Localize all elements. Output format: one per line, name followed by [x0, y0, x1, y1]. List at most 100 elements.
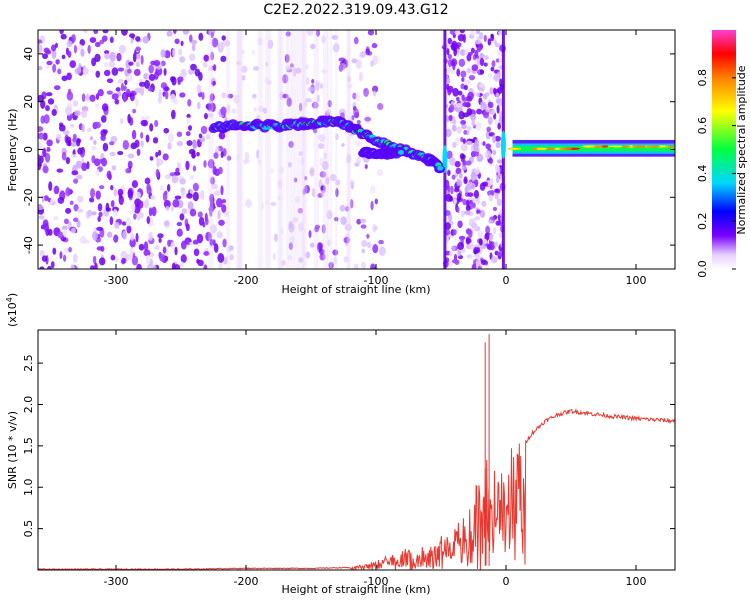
noise-streak: [267, 30, 272, 269]
noise-speckle: [484, 150, 492, 160]
noise-speckle: [471, 263, 477, 269]
noise-speckle: [466, 140, 473, 146]
noise-streak: [323, 30, 328, 269]
noise-speckle: [335, 133, 339, 141]
noise-speckle: [172, 199, 180, 208]
stable-signal-peak: [558, 147, 572, 150]
noise-speckle: [494, 191, 499, 200]
noise-speckle: [329, 173, 337, 182]
noise-speckle: [460, 142, 468, 152]
noise-speckle: [334, 216, 339, 222]
noise-speckle: [171, 175, 179, 184]
noise-speckle: [97, 203, 103, 212]
noise-speckle: [39, 250, 45, 257]
noise-speckle: [46, 139, 53, 147]
noise-speckle: [56, 133, 62, 141]
noise-speckle: [127, 153, 135, 159]
noise-speckle: [190, 63, 197, 71]
noise-speckle: [466, 108, 473, 116]
noise-speckle: [122, 85, 127, 91]
y-tick-label: 0: [22, 146, 35, 153]
noise-speckle: [495, 175, 500, 184]
noise-speckle: [257, 37, 263, 46]
noise-speckle: [129, 246, 134, 257]
noise-speckle: [211, 37, 219, 48]
noise-speckle: [490, 189, 495, 197]
noise-speckle: [190, 39, 198, 45]
y-tick-label: 2.5: [22, 354, 35, 372]
noise-speckle: [482, 238, 488, 245]
noise-speckle: [177, 76, 184, 83]
noise-speckle: [360, 224, 367, 229]
noise-speckle: [164, 90, 169, 100]
noise-speckle: [189, 208, 197, 217]
noise-speckle: [475, 121, 482, 131]
noise-speckle: [288, 220, 294, 229]
noise-speckle: [93, 30, 99, 35]
noise-speckle: [285, 31, 291, 37]
noise-speckle: [38, 66, 43, 71]
noise-speckle: [66, 72, 72, 81]
noise-speckle: [446, 83, 450, 91]
noise-speckle: [108, 173, 112, 181]
noise-speckle: [213, 64, 217, 72]
noise-speckle: [459, 49, 466, 56]
noise-speckle: [356, 60, 363, 66]
noise-speckle: [220, 106, 227, 116]
noise-speckle: [317, 242, 323, 253]
noise-speckle: [367, 30, 375, 36]
noise-speckle: [72, 100, 79, 107]
noise-speckle: [458, 172, 463, 179]
noise-speckle: [103, 62, 109, 68]
noise-speckle: [447, 261, 453, 268]
noise-speckle: [306, 30, 314, 36]
noise-speckle: [361, 248, 366, 254]
noise-speckle: [218, 166, 223, 175]
noise-speckle: [366, 241, 372, 249]
noise-speckle: [131, 255, 139, 266]
noise-speckle: [227, 93, 234, 99]
noise-speckle: [466, 199, 470, 208]
noise-speckle: [186, 140, 193, 146]
noise-speckle: [221, 199, 227, 204]
noise-speckle: [53, 185, 60, 195]
noise-speckle: [211, 183, 218, 189]
noise-speckle: [162, 153, 169, 161]
noise-speckle: [478, 238, 483, 246]
noise-speckle: [100, 134, 106, 141]
noise-speckle: [461, 165, 467, 171]
noise-speckle: [286, 97, 292, 107]
noise-speckle: [456, 178, 461, 187]
noise-speckle: [258, 105, 265, 112]
noise-speckle: [187, 201, 194, 211]
noise-speckle: [154, 245, 160, 250]
noise-speckle: [315, 81, 320, 91]
noise-speckle: [300, 156, 305, 166]
noise-speckle: [178, 48, 183, 56]
noise-speckle: [110, 135, 118, 144]
noise-speckle: [164, 50, 171, 59]
noise-speckle: [102, 129, 108, 134]
noise-speckle: [146, 186, 152, 195]
noise-speckle: [308, 230, 312, 239]
noise-speckle: [220, 185, 224, 196]
noise-speckle: [378, 246, 386, 256]
noise-speckle: [488, 219, 494, 224]
noise-speckle: [43, 114, 50, 124]
noise-speckle: [135, 46, 142, 52]
noise-speckle: [376, 169, 384, 176]
noise-speckle: [71, 33, 76, 43]
noise-speckle: [152, 137, 159, 144]
noise-speckle: [92, 231, 98, 241]
noise-speckle: [101, 157, 108, 167]
noise-speckle: [186, 192, 193, 199]
noise-speckle: [38, 126, 44, 132]
noise-speckle: [105, 202, 110, 212]
noise-speckle: [253, 107, 257, 112]
noise-speckle: [120, 250, 127, 260]
noise-speckle: [38, 132, 45, 140]
noise-speckle: [139, 200, 144, 209]
noise-speckle: [191, 43, 196, 52]
noise-speckle: [221, 35, 226, 41]
